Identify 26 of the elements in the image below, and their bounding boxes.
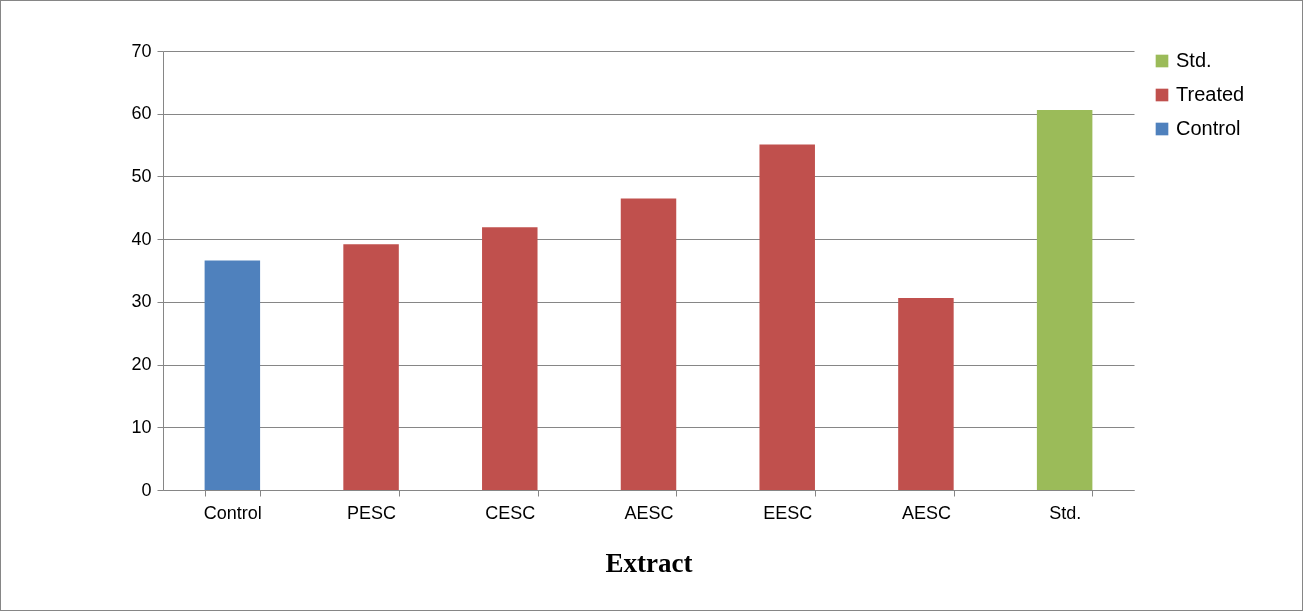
legend-label: Control <box>1176 117 1241 139</box>
x-tick-label: Std. <box>1049 502 1082 523</box>
bar <box>898 298 954 490</box>
x-tick-label: Control <box>203 502 262 523</box>
y-tick-label: 60 <box>131 103 152 124</box>
bar <box>620 198 677 490</box>
bar <box>482 227 538 490</box>
y-tick-label: 70 <box>131 40 152 61</box>
x-tick-label: PESC <box>347 502 397 523</box>
y-tick-label: 50 <box>131 165 152 186</box>
y-tick-label: 40 <box>131 228 152 249</box>
x-tick-label: AESC <box>624 502 674 523</box>
x-axis-title: Extract <box>605 547 693 578</box>
bar <box>204 260 261 490</box>
y-tick-label: 20 <box>131 354 152 375</box>
y-tick-label: 0 <box>141 479 152 500</box>
bar <box>759 144 815 490</box>
y-tick-label: 10 <box>131 416 152 437</box>
bar <box>1036 109 1093 490</box>
legend-label: Std. <box>1176 49 1212 71</box>
bar <box>343 244 399 490</box>
legend-label: Treated <box>1176 83 1245 105</box>
y-tick-label: 30 <box>131 291 152 312</box>
x-tick-label: AESC <box>901 502 951 523</box>
x-tick-label: CESC <box>485 502 536 523</box>
x-tick-label: EESC <box>763 502 813 523</box>
